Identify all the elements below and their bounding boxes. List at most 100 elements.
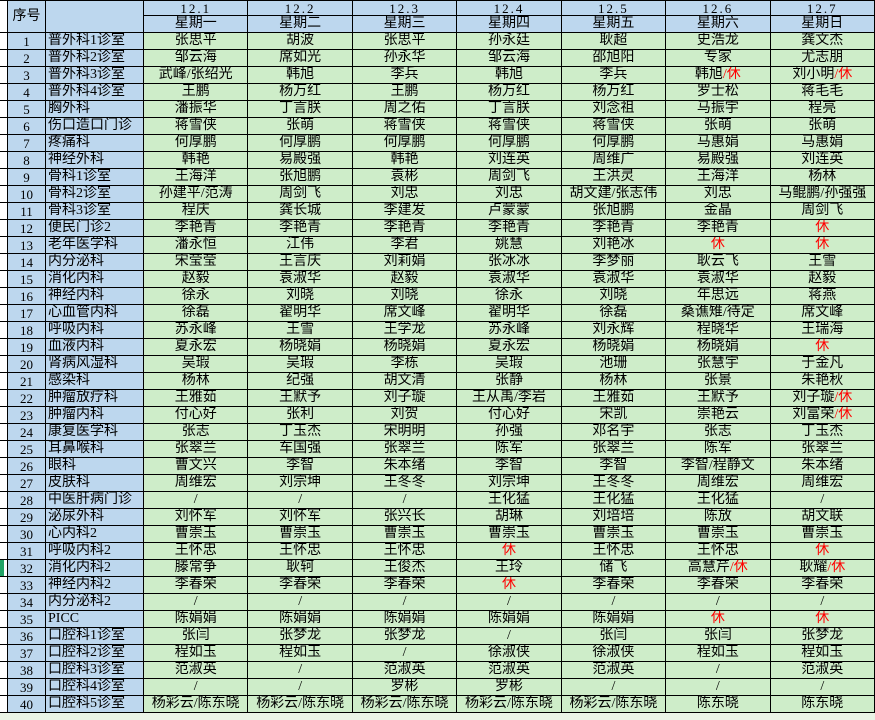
schedule-cell[interactable]: 陈娟娟 bbox=[144, 611, 249, 628]
col-gutter-cell[interactable] bbox=[0, 356, 8, 373]
schedule-cell[interactable]: / bbox=[561, 679, 667, 696]
schedule-cell[interactable]: 陈娟娟 bbox=[248, 611, 353, 628]
schedule-cell[interactable]: 程亮 bbox=[770, 101, 875, 118]
schedule-cell[interactable]: 武峰/张绍光 bbox=[144, 67, 249, 84]
schedule-cell[interactable]: 陈军 bbox=[666, 441, 771, 458]
schedule-cell[interactable]: / bbox=[352, 645, 458, 662]
schedule-cell[interactable]: 丁言朕 bbox=[457, 101, 562, 118]
row-number-cell[interactable]: 38 bbox=[8, 662, 46, 679]
dept-cell[interactable]: 心内科2 bbox=[46, 526, 144, 543]
schedule-cell[interactable]: 韩艳 bbox=[352, 152, 458, 169]
schedule-cell[interactable]: 杨彩云/陈东晓 bbox=[352, 696, 458, 713]
schedule-cell[interactable]: 杨晓娟 bbox=[666, 339, 771, 356]
schedule-cell[interactable]: 王俊杰 bbox=[352, 560, 458, 577]
schedule-cell[interactable]: / bbox=[457, 594, 562, 611]
dept-cell[interactable]: 神经内科 bbox=[46, 288, 144, 305]
schedule-cell[interactable]: 程晓华 bbox=[666, 322, 771, 339]
schedule-cell[interactable]: 杨彩云/陈东晓 bbox=[457, 696, 562, 713]
dept-cell[interactable]: 神经内科2 bbox=[46, 577, 144, 594]
schedule-cell[interactable]: 张萌 bbox=[248, 118, 353, 135]
week-header-cell[interactable]: 星期二 bbox=[248, 16, 353, 33]
schedule-cell[interactable]: 李梦丽 bbox=[561, 254, 667, 271]
schedule-cell[interactable]: 李智 bbox=[561, 458, 667, 475]
schedule-cell[interactable]: 张翠兰 bbox=[352, 441, 458, 458]
schedule-cell[interactable]: 徐永 bbox=[457, 288, 562, 305]
schedule-cell[interactable]: 周维宏 bbox=[666, 475, 771, 492]
schedule-cell[interactable]: 胡波 bbox=[248, 33, 353, 50]
schedule-cell[interactable]: 张志 bbox=[666, 424, 771, 441]
schedule-cell[interactable]: 王学龙 bbox=[352, 322, 458, 339]
schedule-cell[interactable]: 张梦龙 bbox=[248, 628, 353, 645]
row-number-cell[interactable]: 28 bbox=[8, 492, 46, 509]
schedule-cell[interactable]: 孙建平/范涛 bbox=[144, 186, 249, 203]
dept-cell[interactable]: 口腔科1诊室 bbox=[46, 628, 144, 645]
schedule-cell[interactable]: 徐淑侠 bbox=[561, 645, 667, 662]
schedule-cell[interactable]: 宋莹莹 bbox=[144, 254, 249, 271]
schedule-cell[interactable]: 袁淑华 bbox=[457, 271, 562, 288]
schedule-cell[interactable]: 刘连英 bbox=[457, 152, 562, 169]
row-number-cell[interactable]: 21 bbox=[8, 373, 46, 390]
schedule-cell[interactable]: 李君 bbox=[352, 237, 458, 254]
col-gutter-cell[interactable] bbox=[0, 271, 8, 288]
row-number-cell[interactable]: 26 bbox=[8, 458, 46, 475]
col-gutter-cell[interactable] bbox=[0, 458, 8, 475]
col-gutter-cell[interactable] bbox=[0, 645, 8, 662]
schedule-cell[interactable]: 徐淑侠 bbox=[457, 645, 562, 662]
date-header-cell[interactable]: 12.2 bbox=[248, 0, 353, 16]
schedule-cell[interactable]: 张利 bbox=[248, 407, 353, 424]
schedule-cell[interactable]: 刘念祖 bbox=[561, 101, 667, 118]
dept-cell[interactable]: 骨科1诊室 bbox=[46, 169, 144, 186]
col-gutter-cell[interactable] bbox=[0, 526, 8, 543]
row-number-cell[interactable]: 29 bbox=[8, 509, 46, 526]
schedule-cell[interactable]: 李兵 bbox=[352, 67, 458, 84]
schedule-cell[interactable]: 王化猛 bbox=[457, 492, 562, 509]
schedule-cell[interactable]: 罗彬 bbox=[352, 679, 458, 696]
schedule-cell[interactable]: 王怀忠 bbox=[666, 543, 771, 560]
schedule-cell[interactable]: 程如玉 bbox=[248, 645, 353, 662]
row-number-cell[interactable]: 1 bbox=[8, 33, 46, 50]
schedule-cell[interactable]: 张思平 bbox=[352, 33, 458, 50]
schedule-cell[interactable]: 范淑英 bbox=[457, 662, 562, 679]
schedule-cell[interactable]: 袁淑华 bbox=[248, 271, 353, 288]
col-gutter-cell[interactable] bbox=[0, 169, 8, 186]
row-number-cell[interactable]: 27 bbox=[8, 475, 46, 492]
schedule-cell[interactable]: 车国强 bbox=[248, 441, 353, 458]
schedule-cell[interactable]: 王默予 bbox=[248, 390, 353, 407]
row-number-cell[interactable]: 35 bbox=[8, 611, 46, 628]
schedule-cell[interactable]: 刘忠 bbox=[666, 186, 771, 203]
dept-cell[interactable]: 康复医学科 bbox=[46, 424, 144, 441]
schedule-cell[interactable]: 刘子璇 bbox=[352, 390, 458, 407]
schedule-cell[interactable]: 曹崇玉 bbox=[248, 526, 353, 543]
schedule-cell[interactable]: 曹崇玉 bbox=[457, 526, 562, 543]
dept-cell[interactable]: 普外科4诊室 bbox=[46, 84, 144, 101]
schedule-cell[interactable]: 杨晓娟 bbox=[352, 339, 458, 356]
col-gutter-cell[interactable] bbox=[0, 543, 8, 560]
schedule-cell[interactable]: 杨彩云/陈东晓 bbox=[144, 696, 249, 713]
dept-cell[interactable]: 内分泌科 bbox=[46, 254, 144, 271]
dept-cell[interactable]: 内分泌科2 bbox=[46, 594, 144, 611]
schedule-cell[interactable]: 马振宇 bbox=[666, 101, 771, 118]
col-gutter-cell[interactable] bbox=[0, 407, 8, 424]
schedule-cell[interactable]: 程如玉 bbox=[144, 645, 249, 662]
schedule-cell[interactable]: 储飞 bbox=[561, 560, 667, 577]
dept-cell[interactable]: 普外科1诊室 bbox=[46, 33, 144, 50]
schedule-cell[interactable]: 付心好 bbox=[457, 407, 562, 424]
dept-cell[interactable]: 血液内科 bbox=[46, 339, 144, 356]
col-gutter-cell[interactable] bbox=[0, 33, 8, 50]
schedule-cell[interactable]: 韩旭/休 bbox=[666, 67, 771, 84]
row-number-cell[interactable]: 39 bbox=[8, 679, 46, 696]
schedule-cell[interactable]: 夏永宏 bbox=[457, 339, 562, 356]
schedule-cell[interactable]: 何厚鹏 bbox=[457, 135, 562, 152]
schedule-cell[interactable]: 休 bbox=[770, 611, 875, 628]
schedule-cell[interactable]: 刘贺 bbox=[352, 407, 458, 424]
row-number-cell[interactable]: 33 bbox=[8, 577, 46, 594]
schedule-cell[interactable]: 朱本绪 bbox=[770, 458, 875, 475]
schedule-cell[interactable]: 周剑飞 bbox=[457, 169, 562, 186]
date-header-cell[interactable]: 12.3 bbox=[352, 0, 458, 16]
schedule-cell[interactable]: 蒋毛毛 bbox=[770, 84, 875, 101]
schedule-cell[interactable]: 王从禹/李岩 bbox=[457, 390, 562, 407]
row-number-cell[interactable]: 20 bbox=[8, 356, 46, 373]
schedule-cell[interactable]: 韩旭 bbox=[248, 67, 353, 84]
schedule-cell[interactable]: / bbox=[248, 662, 353, 679]
schedule-cell[interactable]: 张思平 bbox=[144, 33, 249, 50]
